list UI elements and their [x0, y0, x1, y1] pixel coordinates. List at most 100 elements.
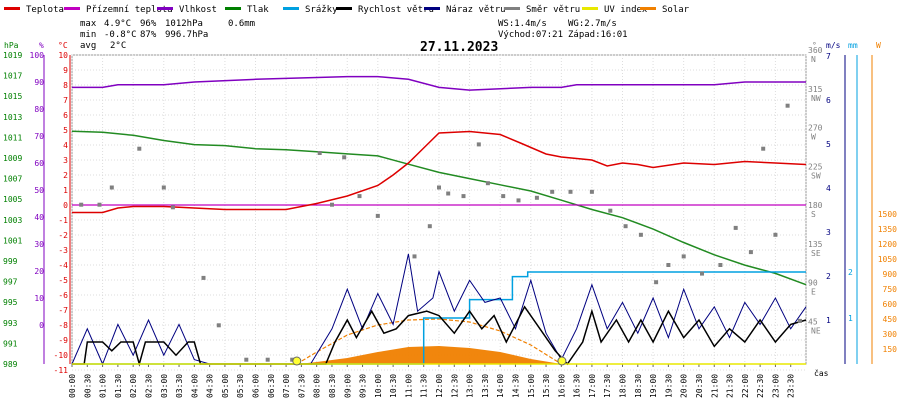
unit-direction: °: [812, 41, 817, 50]
wind-direction-point: [516, 198, 521, 203]
x-tick-label: 04:00: [190, 374, 199, 398]
tick-pressure: 1011: [3, 133, 22, 142]
x-tick-label: 14:00: [496, 374, 505, 398]
tick-wind-ms: 6: [826, 96, 831, 105]
legend-label: Rychlost větru: [358, 5, 434, 15]
wind-direction-point: [501, 194, 506, 199]
tick-direction-deg: 135: [808, 240, 823, 249]
tick-pressure: 991: [3, 339, 18, 348]
legend-swatch: [64, 7, 80, 10]
tick-pressure: 995: [3, 298, 18, 307]
legend-label: Přízemní teplota: [86, 5, 173, 15]
tick-wind-ms: 5: [826, 140, 831, 149]
wind-direction-point: [568, 189, 573, 194]
legend-swatch: [283, 7, 299, 10]
wind-direction-point: [748, 250, 753, 255]
tick-solar-w: 1350: [878, 225, 897, 234]
tick-direction-name: SE: [811, 249, 821, 258]
wind-direction-point: [79, 202, 84, 207]
x-tick-label: 00:30: [83, 374, 92, 398]
x-tick-label: 14:30: [511, 374, 520, 398]
wind-direction-point: [412, 254, 417, 259]
x-tick-label: 05:00: [221, 374, 230, 398]
tick-humidity: 40: [34, 213, 44, 222]
x-tick-label: 22:00: [741, 374, 750, 398]
x-tick-label: 11:00: [404, 374, 413, 398]
stats-min-temp: -0.8°C: [104, 30, 137, 40]
wind-direction-point: [534, 195, 539, 200]
tick-humidity: 30: [34, 240, 44, 249]
wind-direction-point: [785, 103, 790, 108]
solar-area: [298, 346, 562, 364]
tick-temp: -1: [58, 216, 68, 225]
tick-solar-w: 900: [883, 270, 898, 279]
tick-temp: -4: [58, 261, 68, 270]
legend-swatch: [4, 7, 20, 10]
tick-temp: 3: [63, 156, 68, 165]
x-tick-label: 21:00: [710, 374, 719, 398]
wind-direction-point: [109, 185, 114, 190]
unit-time: čas: [814, 368, 829, 378]
tick-humidity: 0: [39, 321, 44, 330]
pressure-line: [71, 130, 807, 286]
legend-swatch: [640, 7, 656, 10]
wind-direction-point: [761, 146, 766, 151]
stats-min-label: min: [80, 30, 96, 40]
tick-pressure: 999: [3, 257, 18, 266]
x-tick-label: 10:00: [374, 374, 383, 398]
tick-humidity: 90: [34, 78, 44, 87]
x-tick-label: 09:00: [343, 374, 352, 398]
tick-temp: 4: [63, 141, 68, 150]
tick-direction-deg: 180: [808, 201, 823, 210]
tick-temp: -7: [58, 306, 68, 315]
tick-temp: -2: [58, 231, 68, 240]
x-tick-label: 17:00: [588, 374, 597, 398]
stats-rain: 0.6mm: [228, 19, 255, 29]
sun-event-marker: [292, 356, 302, 366]
x-tick-label: 17:30: [603, 374, 612, 398]
stats-min-press: 996.7hPa: [165, 30, 208, 40]
legend-label: Vlhkost: [179, 5, 217, 15]
legend-swatch: [157, 7, 173, 10]
tick-pressure: 1019: [3, 51, 22, 60]
tick-direction-name: S: [811, 210, 816, 219]
x-tick-label: 04:30: [206, 374, 215, 398]
x-tick-label: 03:00: [160, 374, 169, 398]
tick-wind-ms: 4: [826, 184, 831, 193]
tick-direction-name: NE: [811, 326, 821, 335]
wind-direction-point: [317, 151, 322, 155]
tick-temp: 2: [63, 171, 68, 180]
stats-max-temp: 4.9°C: [104, 19, 131, 29]
tick-pressure: 1003: [3, 216, 22, 225]
wind-direction-point: [265, 357, 270, 362]
x-tick-label: 02:30: [144, 374, 153, 398]
tick-humidity: 50: [34, 186, 44, 195]
wind-direction-point: [446, 191, 451, 196]
tick-direction-name: NW: [811, 94, 821, 103]
x-tick-label: 19:30: [664, 374, 673, 398]
tick-temp: -9: [58, 336, 68, 345]
unit-ms: m/s: [826, 41, 841, 50]
tick-temp: 6: [63, 111, 68, 120]
tick-temp: -11: [54, 366, 69, 375]
chart-title: 27.11.2023: [420, 40, 498, 55]
x-tick-label: 08:30: [328, 374, 337, 398]
legend-label: Teplota: [26, 5, 64, 15]
wind-direction-point: [216, 323, 221, 328]
x-tick-label: 10:30: [389, 374, 398, 398]
wind-direction-point: [733, 225, 738, 230]
tick-humidity: 20: [34, 267, 44, 276]
tick-pressure: 1013: [3, 113, 22, 122]
wind-direction-point: [201, 275, 206, 280]
x-tick-label: 18:00: [619, 374, 628, 398]
tick-humidity: 70: [34, 132, 44, 141]
x-tick-label: 05:30: [236, 374, 245, 398]
wind-direction-point: [342, 155, 347, 160]
legend-label: Tlak: [247, 5, 269, 15]
tick-humidity: 60: [34, 159, 44, 168]
tick-pressure: 1017: [3, 72, 22, 81]
wind-direction-point: [357, 194, 362, 199]
legend-label: Směr větru: [526, 5, 580, 15]
tick-pressure: 1001: [3, 236, 22, 245]
